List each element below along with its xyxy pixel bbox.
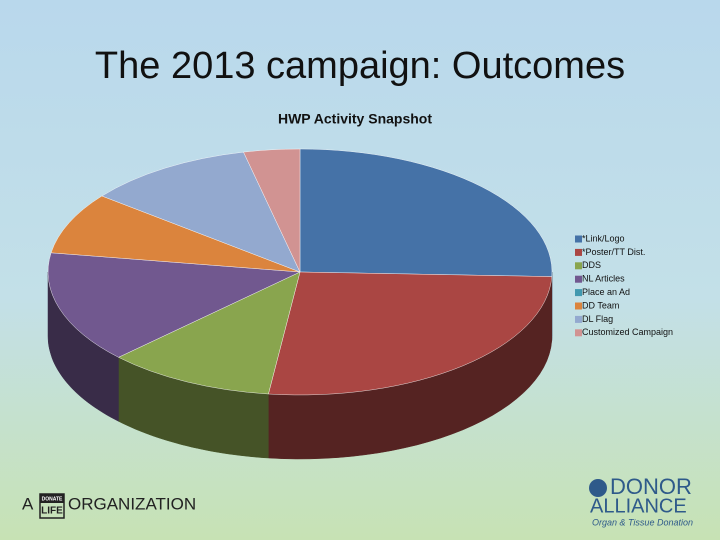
- slice: [299, 148, 553, 277]
- logo-text: A: [22, 494, 34, 513]
- donate-life-logo: A DONATE LIFE ORGANIZATION: [22, 493, 196, 519]
- legend-label: *Poster/TT Dist.: [582, 247, 645, 257]
- logo-icon: [589, 479, 607, 497]
- logo-text: LIFE: [41, 506, 63, 517]
- legend-swatch: [575, 289, 582, 297]
- logo-text: Organ & Tissue Donation: [592, 517, 693, 527]
- legend-label: DL Flag: [582, 314, 613, 324]
- legend-swatch: [575, 235, 582, 243]
- legend: *Link/Logo *Poster/TT Dist. DDS NL Articles…: [575, 233, 673, 337]
- slice: [268, 271, 553, 396]
- legend-label: NL Articles: [582, 274, 625, 284]
- slice: [118, 271, 301, 395]
- legend-swatch: [575, 315, 582, 323]
- legend-swatch: [575, 262, 582, 270]
- legend-swatch: [575, 248, 582, 256]
- legend-swatch: [575, 302, 582, 310]
- logo-badge-band: [40, 494, 64, 503]
- legend-label: DD Team: [582, 300, 619, 310]
- legend-label: *Link/Logo: [582, 233, 625, 243]
- legend-label: DDS: [582, 260, 601, 270]
- legend-swatch: [575, 329, 582, 337]
- logo-text: ALLIANCE: [590, 495, 687, 517]
- pie: [47, 148, 553, 460]
- chart-title: HWP Activity Snapshot: [278, 111, 432, 127]
- legend-label: Customized Campaign: [582, 327, 673, 337]
- logo-text: ORGANIZATION: [68, 494, 196, 513]
- legend-swatch: [575, 275, 582, 283]
- slice: [47, 252, 301, 358]
- logo-text: DONOR: [610, 474, 692, 499]
- legend-label: Place an Ad: [582, 287, 630, 297]
- slice: [101, 151, 301, 273]
- slice: [243, 148, 301, 273]
- logo-text: DONATE: [42, 496, 63, 502]
- donor-alliance-logo: DONOR ALLIANCE Organ & Tissue Donation: [589, 474, 693, 527]
- slice: [50, 195, 301, 273]
- slide-title: The 2013 campaign: Outcomes: [95, 45, 625, 87]
